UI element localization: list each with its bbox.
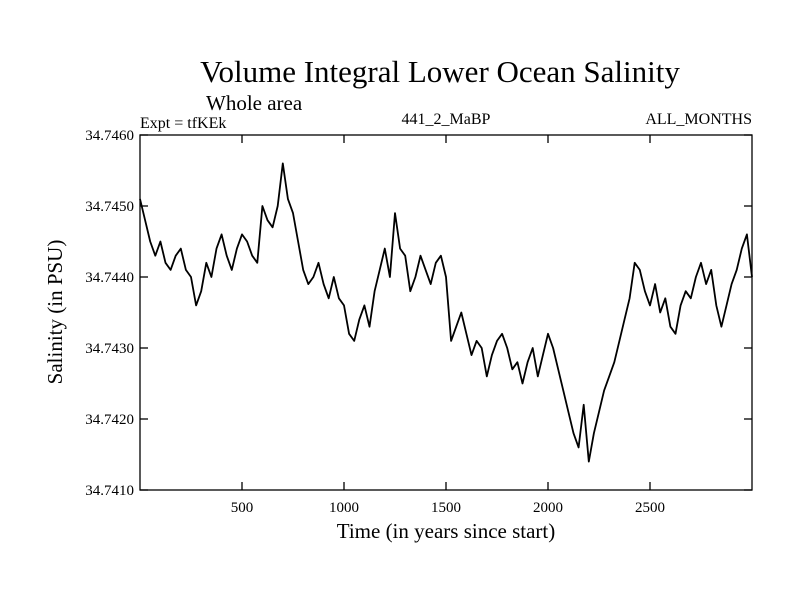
x-tick-label: 500: [231, 500, 254, 516]
series-line: [139, 162, 753, 463]
x-tick-label: 2000: [533, 500, 563, 516]
x-tick-label: 1000: [329, 500, 359, 516]
y-tick-label: 34.7460: [85, 128, 134, 144]
x-tick-label: 1500: [431, 500, 461, 516]
chart-subtitle: Whole area: [206, 91, 303, 115]
y-tick-label: 34.7440: [85, 270, 134, 286]
months-label: ALL_MONTHS: [645, 111, 752, 128]
x-tick-label: 2500: [635, 500, 665, 516]
x-axis-label: Time (in years since start): [337, 519, 556, 543]
plot-frame: [139, 134, 753, 491]
x-axis-ticks: 500 1000 1500 2000 2500: [231, 135, 665, 516]
y-tick-label: 34.7420: [85, 412, 134, 428]
chart-title: Volume Integral Lower Ocean Salinity: [200, 54, 680, 89]
experiment-label: Expt = tfKEk: [140, 115, 226, 132]
y-axis-label: Salinity (in PSU): [43, 240, 67, 385]
y-tick-label: 34.7450: [85, 199, 134, 215]
y-axis-ticks: 34.7410 34.7420 34.7430 34.7440 34.7450 34.74…: [85, 128, 752, 499]
y-tick-label: 34.7430: [85, 341, 134, 357]
run-label: 441_2_MaBP: [402, 111, 491, 128]
y-tick-label: 34.7410: [85, 483, 134, 499]
